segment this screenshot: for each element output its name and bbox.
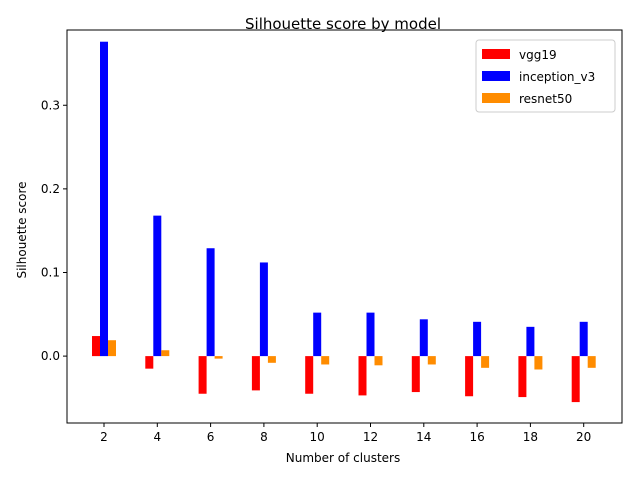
chart-title: Silhouette score by model (245, 15, 441, 33)
x-tick-label: 14 (416, 430, 431, 444)
x-tick-label: 16 (469, 430, 484, 444)
bar-inception_v3-10 (313, 312, 322, 357)
bar-inception_v3-14 (419, 319, 428, 357)
bar-inception_v3-8 (259, 262, 268, 357)
legend-swatch-inception_v3 (482, 71, 510, 81)
legend: vgg19 inception_v3 resnet50 (475, 39, 616, 113)
bar-resnet50-4 (161, 350, 170, 357)
bar-resnet50-20 (587, 356, 596, 368)
x-tick-label: 20 (576, 430, 591, 444)
x-tick-label: 2 (100, 430, 108, 444)
legend-swatch-vgg19 (482, 49, 510, 59)
x-tick-label: 12 (363, 430, 378, 444)
bar-vgg19-8 (251, 356, 260, 391)
bar-vgg19-20 (571, 356, 580, 403)
legend-label-resnet50: resnet50 (519, 92, 572, 106)
bar-inception_v3-6 (206, 248, 215, 357)
bar-inception_v3-12 (366, 312, 375, 357)
bar-vgg19-4 (145, 356, 154, 369)
bar-resnet50-18 (534, 356, 543, 370)
y-tick-label: 0.2 (41, 182, 60, 196)
plot-frame (66, 29, 623, 424)
bar-resnet50-6 (214, 356, 223, 359)
bar-inception_v3-4 (153, 215, 162, 357)
bar-inception_v3-2 (100, 41, 108, 357)
y-axis-label: Silhouette score (15, 181, 29, 278)
bar-vgg19-18 (518, 356, 527, 398)
legend-label-vgg19: vgg19 (519, 48, 557, 62)
plot-area: 2 4 6 8 10 12 14 16 18 20 0.0 0.1 0.2 0.3 (41, 29, 623, 444)
x-tick-label: 10 (310, 430, 325, 444)
x-axis-label: Number of clusters (286, 451, 400, 465)
bar-resnet50-12 (374, 356, 383, 366)
bar-inception_v3-16 (473, 321, 482, 357)
legend-box (475, 39, 616, 113)
x-tick-label: 4 (153, 430, 161, 444)
bar-vgg19-10 (305, 356, 314, 394)
bar-vgg19-6 (198, 356, 207, 394)
y-tick-label: 0.0 (41, 349, 60, 363)
bar-inception_v3-20 (579, 321, 588, 357)
x-tick-label: 6 (207, 430, 215, 444)
bar-resnet50-14 (427, 356, 436, 365)
bar-resnet50-16 (481, 356, 490, 368)
y-tick-label: 0.1 (41, 265, 60, 279)
bar-inception_v3-18 (526, 326, 535, 357)
bar-vgg19-14 (411, 356, 420, 393)
x-tick-label: 18 (523, 430, 538, 444)
x-tick-label: 8 (260, 430, 268, 444)
bar-vgg19-16 (465, 356, 474, 397)
legend-swatch-resnet50 (482, 93, 510, 103)
bar-vgg19-2 (92, 336, 100, 357)
legend-label-inception_v3: inception_v3 (519, 70, 595, 84)
bar-resnet50-8 (267, 356, 276, 363)
bar-vgg19-12 (358, 356, 367, 396)
bar-resnet50-2 (108, 340, 116, 357)
y-tick-label: 0.3 (41, 98, 60, 112)
bar-resnet50-10 (321, 356, 330, 365)
